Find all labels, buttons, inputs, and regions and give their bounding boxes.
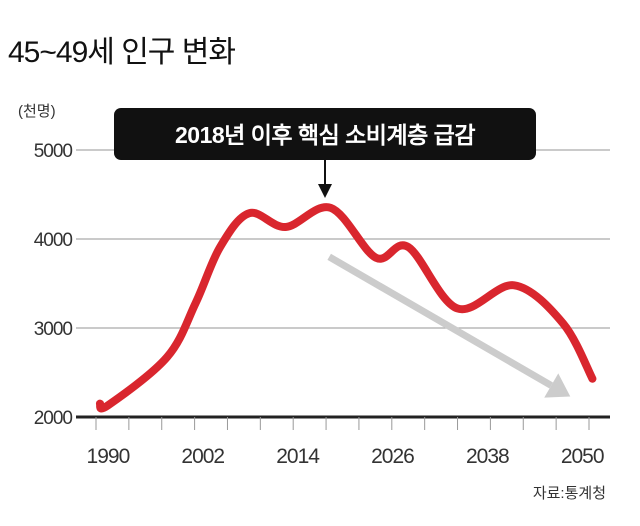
x-tick-label: 2002 <box>181 445 224 468</box>
y-tick-label: 3000 <box>34 319 73 340</box>
y-axis-unit: (천명) <box>18 103 56 120</box>
x-tick-label: 2014 <box>276 445 320 468</box>
x-tick-label: 2038 <box>466 445 509 468</box>
x-tick-label: 2026 <box>371 445 414 468</box>
trend-arrow-line <box>327 253 554 389</box>
y-tick-label: 5000 <box>34 141 73 162</box>
callout-text: 2018년 이후 핵심 소비계층 급감 <box>175 122 475 148</box>
series-line <box>95 203 597 413</box>
x-tick-label: 2050 <box>561 445 604 468</box>
annotation-callout: 2018년 이후 핵심 소비계층 급감 <box>114 108 536 198</box>
trend-arrow-head-icon <box>544 373 571 398</box>
x-tick-label: 1990 <box>87 445 130 468</box>
y-tick-label: 4000 <box>34 230 73 251</box>
y-tick-label: 2000 <box>34 408 73 429</box>
callout-box <box>114 108 536 160</box>
chart-title: 45~49세 인구 변화 <box>8 36 235 69</box>
source-label: 자료:통계청 <box>533 485 606 502</box>
callout-arrow-head-icon <box>318 184 332 198</box>
